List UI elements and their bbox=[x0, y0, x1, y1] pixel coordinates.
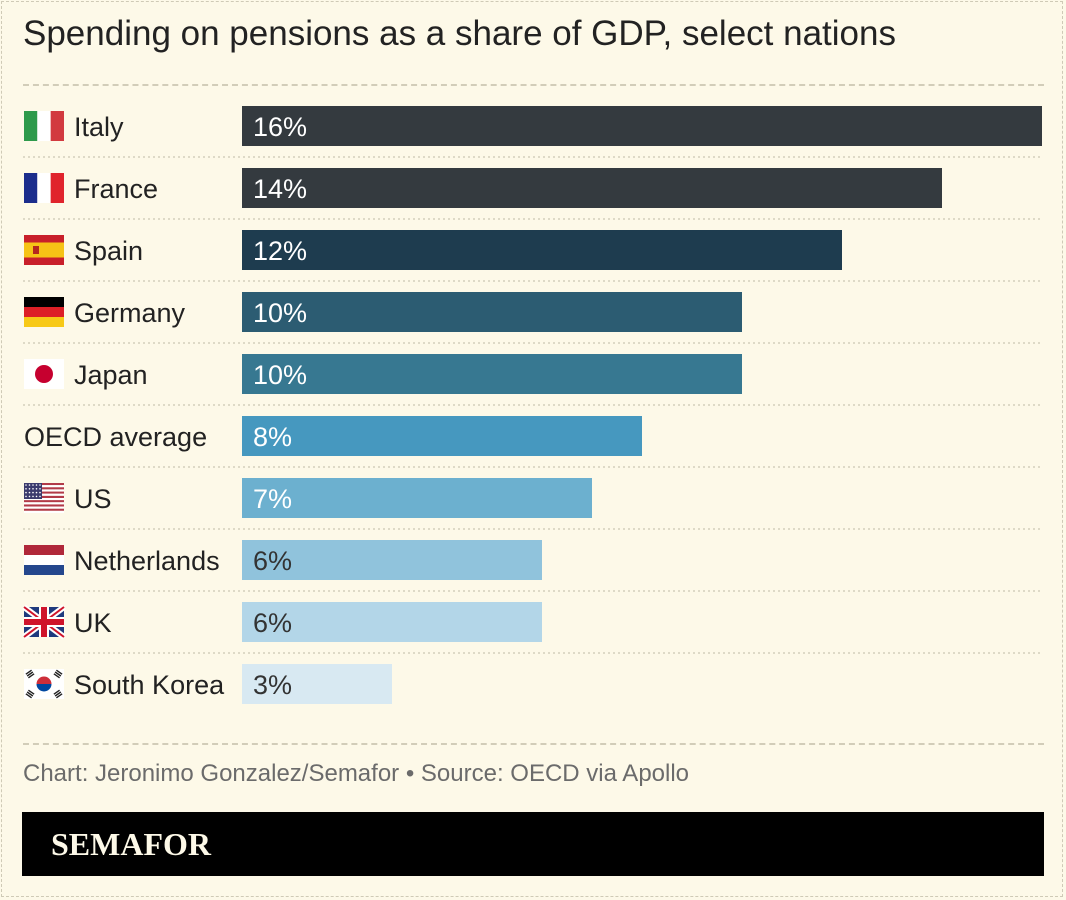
semafor-logo: SEMAFOR bbox=[51, 826, 211, 862]
category-label: South Korea bbox=[74, 670, 225, 700]
italy-flag-icon bbox=[24, 111, 64, 141]
value-label: 10% bbox=[253, 298, 307, 328]
value-label: 16% bbox=[253, 112, 307, 142]
bar bbox=[242, 230, 842, 270]
japan-flag-icon bbox=[24, 359, 64, 389]
category-label: Japan bbox=[74, 360, 148, 390]
chart-title: Spending on pensions as a share of GDP, … bbox=[23, 14, 896, 53]
uk-flag-icon bbox=[22, 604, 66, 640]
category-label: UK bbox=[74, 608, 112, 638]
category-label: Netherlands bbox=[74, 546, 220, 576]
divider-top bbox=[23, 84, 1044, 86]
france-flag-icon bbox=[24, 173, 64, 203]
category-label: US bbox=[74, 484, 112, 514]
bar bbox=[242, 292, 742, 332]
bar bbox=[242, 106, 1042, 146]
germany-flag-icon bbox=[24, 297, 64, 327]
brand-bar: SEMAFOR bbox=[22, 812, 1044, 876]
south-korea-flag-icon bbox=[24, 669, 64, 699]
category-label: France bbox=[74, 174, 158, 204]
value-label: 7% bbox=[253, 484, 292, 514]
bar bbox=[242, 478, 592, 518]
spain-flag-icon bbox=[24, 235, 64, 265]
bar bbox=[242, 354, 742, 394]
bar bbox=[242, 602, 542, 642]
value-label: 10% bbox=[253, 360, 307, 390]
bar bbox=[242, 540, 542, 580]
category-label: OECD average bbox=[24, 422, 207, 452]
divider-bottom bbox=[23, 743, 1044, 745]
source-note: Chart: Jeronimo Gonzalez/Semafor • Sourc… bbox=[23, 760, 690, 787]
value-label: 14% bbox=[253, 174, 307, 204]
value-label: 6% bbox=[253, 546, 292, 576]
category-label: Italy bbox=[74, 112, 124, 142]
value-label: 3% bbox=[253, 670, 292, 700]
value-label: 12% bbox=[253, 236, 307, 266]
value-label: 6% bbox=[253, 608, 292, 638]
bar bbox=[242, 664, 392, 704]
category-label: Germany bbox=[74, 298, 186, 328]
bar bbox=[242, 416, 642, 456]
value-label: 8% bbox=[253, 422, 292, 452]
category-label: Spain bbox=[74, 236, 143, 266]
netherlands-flag-icon bbox=[24, 545, 64, 575]
bar bbox=[242, 168, 942, 208]
us-flag-icon bbox=[24, 483, 64, 513]
